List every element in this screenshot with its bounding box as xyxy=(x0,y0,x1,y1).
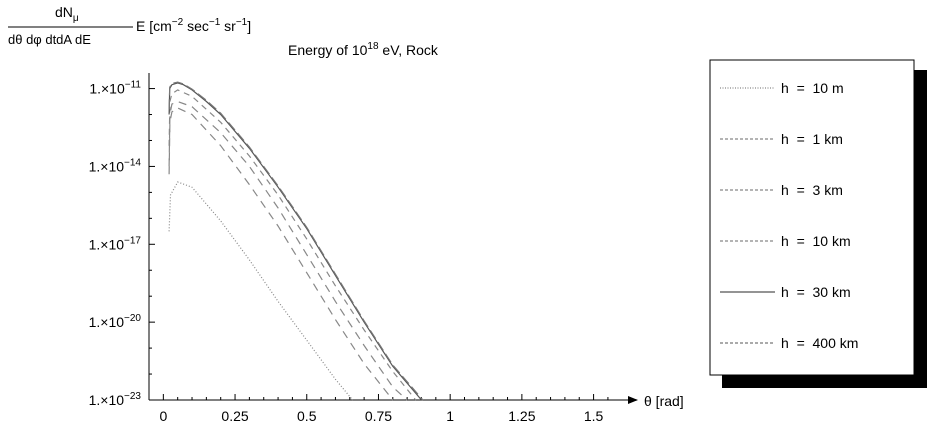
legend-label: h = 400 km xyxy=(781,335,858,351)
y-tick-label: 1.×10−11 xyxy=(89,80,141,97)
legend-box xyxy=(709,59,915,376)
ylabel-exp1: −2 xyxy=(172,17,184,28)
x-tick-label: 0.25 xyxy=(221,408,248,424)
ylabel-close: ] xyxy=(247,18,251,34)
series-line-1 xyxy=(168,181,354,401)
ylabel-exp2: −1 xyxy=(209,17,221,28)
x-tick-label: 0.75 xyxy=(365,408,392,424)
y-tick-label: 1.×10−17 xyxy=(89,235,142,252)
x-axis-arrow-icon xyxy=(628,396,638,404)
ylabel-mid1: sec xyxy=(183,18,209,34)
ylabel-exp3: −1 xyxy=(236,17,248,28)
y-tick-label: 1.×10−20 xyxy=(89,313,142,330)
y-tick-label: 1.×10−14 xyxy=(89,157,142,174)
y-ticks: 1.×10−11 1.×10−14 1.×10−17 1.×10−20 1.×10−23 xyxy=(89,80,155,408)
chart-subtitle: Energy of 1018 eV, Rock xyxy=(288,41,439,58)
series-line-3 xyxy=(168,100,408,401)
y-tick-label: 1.×10−23 xyxy=(89,391,142,408)
ylabel-numerator-sub: μ xyxy=(73,13,79,24)
legend-label: h = 3 km xyxy=(781,182,843,198)
ylabel-denominator: dθ dφ dtdA dE xyxy=(8,32,91,47)
x-tick-label: 1 xyxy=(446,408,454,424)
subtitle-post: eV, Rock xyxy=(379,42,439,58)
series-line-6 xyxy=(168,81,424,401)
legend-label: h = 30 km xyxy=(781,284,851,300)
x-tick-label: 1.25 xyxy=(508,408,535,424)
svg-text:dNμ: dNμ xyxy=(55,4,79,24)
ylabel-mid2: sr xyxy=(220,18,236,34)
x-tick-label: 1.5 xyxy=(584,408,604,424)
series-line-5 xyxy=(168,82,422,401)
series-line-4 xyxy=(168,89,417,401)
series-curves xyxy=(168,81,424,401)
y-axis-label: dNμ dθ dφ dtdA dE E [cm−2 sec−1 sr−1] xyxy=(8,4,251,47)
subtitle-exp: 18 xyxy=(367,41,379,52)
x-axis-label: θ [rad] xyxy=(644,393,684,409)
legend-label: h = 10 km xyxy=(781,233,851,249)
ylabel-suffix-pre: E [cm xyxy=(136,18,172,34)
subtitle-pre: Energy of 10 xyxy=(288,42,368,58)
x-tick-label: 0.5 xyxy=(297,408,317,424)
legend-label: h = 1 km xyxy=(781,131,843,147)
series-line-2 xyxy=(168,107,394,401)
ylabel-numerator-base: dN xyxy=(55,4,73,20)
x-tick-label: 0 xyxy=(159,408,167,424)
svg-text:E [cm−2 sec−1 sr−1]: E [cm−2 sec−1 sr−1] xyxy=(136,17,251,34)
x-ticks: 0 0.25 0.5 0.75 1 1.25 1.5 xyxy=(159,394,609,424)
legend-entries: h = 10 m h = 1 km h = 3 km h = 10 km h = 30 … xyxy=(720,80,858,351)
legend-label: h = 10 m xyxy=(781,80,844,96)
